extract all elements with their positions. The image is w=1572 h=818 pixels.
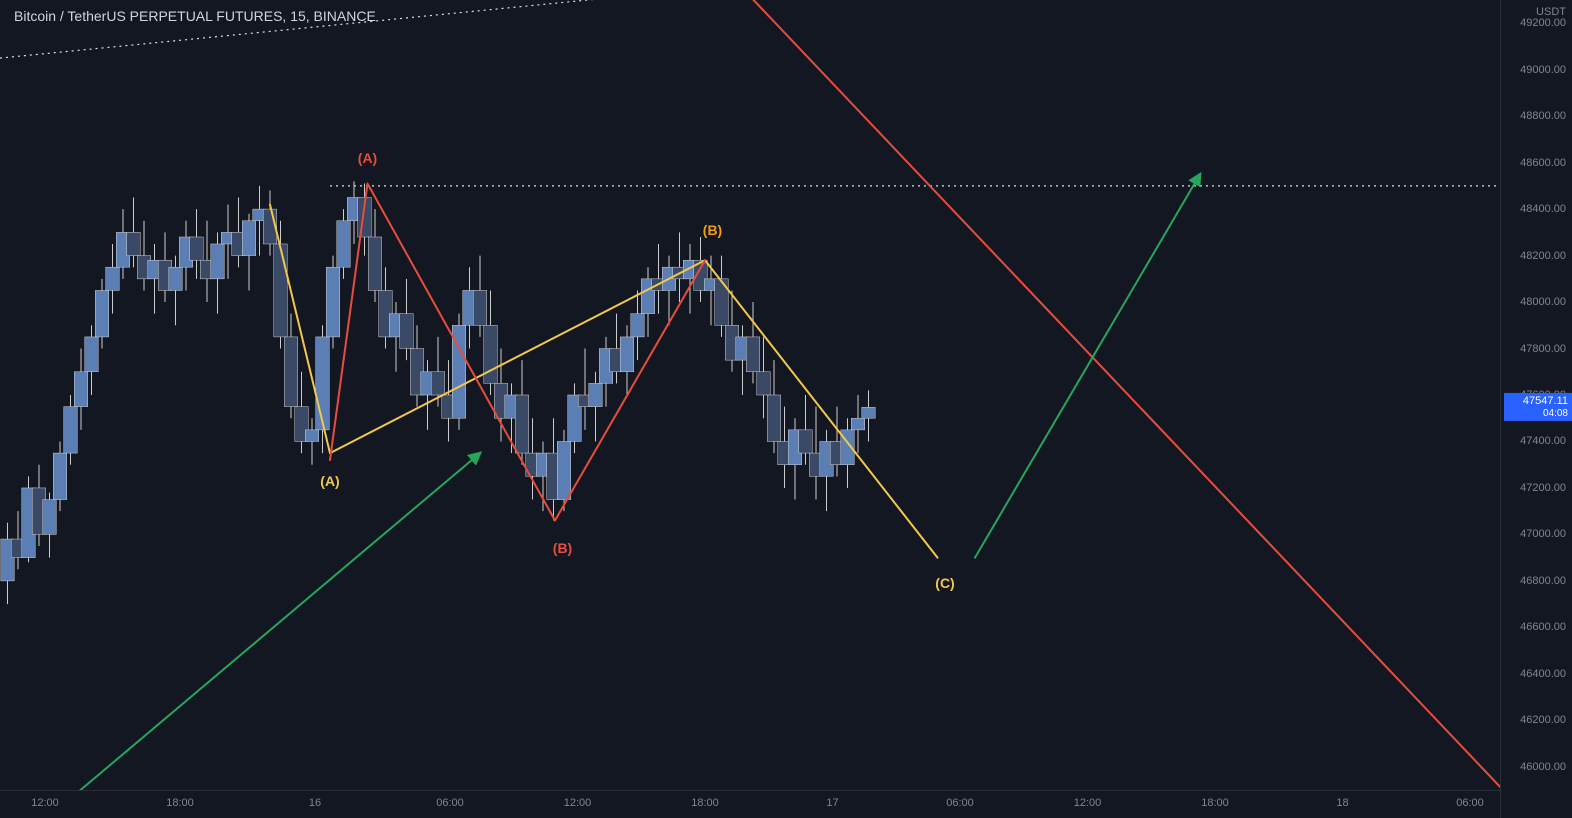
x-tick-label: 18:00 <box>1201 797 1229 809</box>
y-axis[interactable]: USDT 49200.00 49000.00 48800.00 48600.00 484… <box>1500 0 1572 818</box>
y-tick-label: 48400.00 <box>1520 203 1566 215</box>
x-tick-label: 16 <box>309 797 321 809</box>
y-tick-label: 46200.00 <box>1520 714 1566 726</box>
plot-area[interactable]: (A)(A)(B)(B)(C) <box>0 0 1500 790</box>
y-tick-label: 48000.00 <box>1520 296 1566 308</box>
y-tick-label: 47400.00 <box>1520 435 1566 447</box>
plot-svg <box>0 0 1500 790</box>
y-axis-unit: USDT <box>1536 6 1566 18</box>
y-tick-label: 48600.00 <box>1520 157 1566 169</box>
y-tick-label: 46600.00 <box>1520 621 1566 633</box>
x-tick-label: 18:00 <box>691 797 719 809</box>
y-tick-label: 47000.00 <box>1520 528 1566 540</box>
x-axis[interactable]: 12:00 18:00 16 06:00 12:00 18:00 17 06:00 12:00 1… <box>0 790 1500 818</box>
x-tick-label: 06:00 <box>946 797 974 809</box>
y-tick-label: 46800.00 <box>1520 575 1566 587</box>
x-tick-label: 18 <box>1336 797 1348 809</box>
current-price-tag: 47547.1104:08 <box>1504 393 1572 421</box>
x-tick-label: 12:00 <box>31 797 59 809</box>
y-tick-label: 47200.00 <box>1520 482 1566 494</box>
x-tick-label: 12:00 <box>564 797 592 809</box>
x-tick-label: 12:00 <box>1074 797 1102 809</box>
chart-container: Bitcoin / TetherUS PERPETUAL FUTURES, 15… <box>0 0 1572 818</box>
y-tick-label: 47800.00 <box>1520 343 1566 355</box>
y-tick-label: 46000.00 <box>1520 761 1566 773</box>
y-tick-label: 49200.00 <box>1520 17 1566 29</box>
x-tick-label: 17 <box>826 797 838 809</box>
x-tick-label: 06:00 <box>436 797 464 809</box>
y-tick-label: 48800.00 <box>1520 110 1566 122</box>
chart-title: Bitcoin / TetherUS PERPETUAL FUTURES, 15… <box>14 8 376 24</box>
y-tick-label: 48200.00 <box>1520 250 1566 262</box>
x-tick-label: 18:00 <box>166 797 194 809</box>
x-tick-label: 06:00 <box>1456 797 1484 809</box>
y-tick-label: 46400.00 <box>1520 668 1566 680</box>
y-tick-label: 49000.00 <box>1520 64 1566 76</box>
